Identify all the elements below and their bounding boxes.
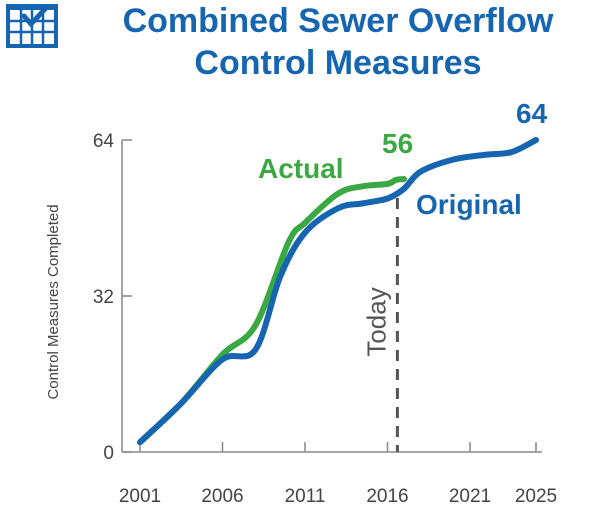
- chart-title-line-1: Combined Sewer Overflow: [123, 2, 554, 40]
- axes: 0 32 64 2001 2006 2011 2016 2021 2025: [93, 131, 557, 507]
- x-tick-label: 2011: [285, 486, 326, 507]
- end-value-original: 64: [516, 98, 548, 129]
- x-tick-label: 2025: [515, 486, 557, 507]
- legend-label-original: Original: [416, 189, 522, 220]
- x-tick-label: 2006: [201, 486, 243, 507]
- y-tick-label: 64: [93, 131, 115, 152]
- end-value-actual: 56: [382, 128, 413, 159]
- y-axis-label: Control Measures Completed: [45, 204, 62, 399]
- chart-title-line-2: Control Measures: [194, 44, 481, 82]
- x-tick-label: 2016: [366, 486, 408, 507]
- series-lines: [137, 137, 539, 446]
- calendar-check-icon: [6, 4, 58, 48]
- legend-label-actual: Actual: [258, 153, 344, 184]
- today-label: Today: [361, 287, 391, 356]
- today-marker: Today: [361, 198, 399, 452]
- x-tick-label: 2021: [449, 486, 491, 507]
- x-tick-label: 2001: [119, 486, 161, 507]
- y-tick-label: 32: [93, 287, 114, 308]
- series-line-original: [137, 137, 539, 446]
- y-tick-label: 0: [103, 443, 114, 464]
